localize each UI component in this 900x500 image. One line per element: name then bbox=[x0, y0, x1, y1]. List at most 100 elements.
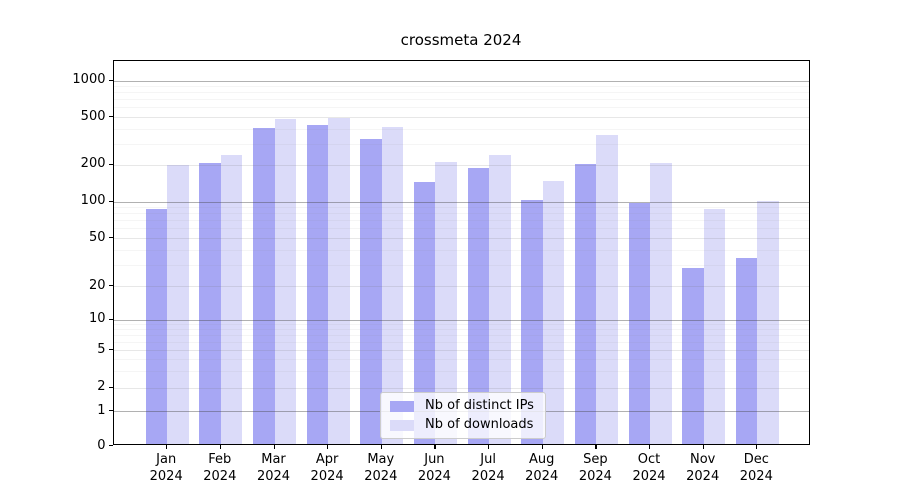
gridline-5 bbox=[113, 350, 809, 351]
gridline-2 bbox=[113, 387, 809, 389]
y-tick-label-5: 5 bbox=[97, 341, 106, 357]
bar-downloads-may bbox=[381, 126, 404, 444]
bar-distinct-ips-jul bbox=[467, 168, 490, 444]
legend-item: Nb of downloads bbox=[390, 418, 534, 432]
gridline-9 bbox=[113, 324, 809, 326]
x-tick-year: 2024 bbox=[364, 468, 398, 484]
gridline-900 bbox=[113, 86, 809, 87]
y-tick-label-50: 50 bbox=[88, 229, 106, 245]
gridline-200 bbox=[113, 164, 809, 166]
gridline-600 bbox=[113, 107, 809, 109]
x-tick-mark bbox=[488, 445, 490, 449]
x-tick-mark bbox=[649, 445, 651, 449]
y-tick-label-200: 200 bbox=[80, 156, 106, 171]
bar-distinct-ips-feb bbox=[199, 162, 221, 444]
x-tick-mark bbox=[702, 445, 704, 449]
x-tick-label-jan: Jan 2024 bbox=[136, 452, 196, 485]
gridline-100 bbox=[113, 201, 809, 203]
bar-distinct-ips-jun bbox=[414, 181, 436, 444]
legend-label: Nb of downloads bbox=[425, 417, 534, 432]
y-tick-label-1: 1 bbox=[97, 402, 106, 418]
gridline-60 bbox=[113, 228, 809, 230]
x-tick-year: 2024 bbox=[310, 468, 344, 484]
bar-distinct-ips-dec bbox=[735, 257, 758, 444]
legend: Nb of distinct IPs Nb of downloads bbox=[380, 392, 546, 439]
x-tick-label-may: May 2024 bbox=[351, 452, 411, 485]
gridline-70 bbox=[113, 220, 809, 222]
y-tick-mark bbox=[108, 410, 113, 412]
bar-distinct-ips-mar bbox=[253, 127, 275, 444]
y-tick-mark bbox=[108, 318, 113, 320]
bar-downloads-mar bbox=[274, 119, 296, 444]
bar-downloads-jun bbox=[435, 162, 457, 444]
bar-downloads-sep bbox=[596, 135, 618, 444]
y-tick-label-0: 0 bbox=[97, 437, 106, 453]
bar-distinct-ips-sep bbox=[574, 164, 597, 444]
legend-swatch-downloads bbox=[390, 419, 414, 431]
y-tick-mark bbox=[108, 445, 113, 447]
y-tick-mark bbox=[108, 200, 113, 202]
bar-distinct-ips-oct bbox=[628, 202, 651, 444]
gridline-7 bbox=[113, 335, 809, 337]
bar-downloads-jan bbox=[167, 164, 189, 444]
x-tick-mark bbox=[541, 445, 543, 449]
x-tick-label-apr: Apr 2024 bbox=[297, 452, 357, 485]
x-tick-year: 2024 bbox=[578, 468, 612, 484]
x-tick-label-feb: Feb 2024 bbox=[190, 452, 250, 485]
x-tick-mark bbox=[380, 445, 382, 449]
y-tick-mark bbox=[108, 349, 113, 351]
x-tick-label-aug: Aug 2024 bbox=[512, 452, 572, 485]
bar-distinct-ips-aug bbox=[521, 199, 543, 444]
x-tick-label-jun: Jun 2024 bbox=[404, 452, 464, 485]
bar-distinct-ips-apr bbox=[306, 124, 329, 444]
y-tick-label-10: 10 bbox=[88, 311, 106, 326]
gridline-90 bbox=[113, 207, 809, 208]
y-tick-label-2: 2 bbox=[97, 379, 106, 394]
x-tick-label-nov: Nov 2024 bbox=[673, 452, 733, 485]
x-tick-label-oct: Oct 2024 bbox=[619, 452, 679, 485]
y-tick-mark bbox=[108, 386, 113, 388]
gridline-8 bbox=[113, 329, 809, 331]
gridline-6 bbox=[113, 342, 809, 343]
x-tick-year: 2024 bbox=[417, 468, 451, 484]
y-tick-mark bbox=[108, 237, 113, 239]
bar-distinct-ips-nov bbox=[682, 268, 704, 444]
gridline-500 bbox=[113, 117, 809, 118]
x-tick-mark bbox=[219, 445, 221, 449]
y-tick-mark bbox=[108, 163, 113, 165]
x-tick-year: 2024 bbox=[686, 468, 720, 484]
gridline-20 bbox=[113, 286, 809, 287]
x-tick-label-mar: Mar 2024 bbox=[244, 452, 304, 485]
bar-downloads-aug bbox=[542, 180, 565, 444]
x-tick-label-sep: Sep 2024 bbox=[565, 452, 625, 485]
bar-downloads-nov bbox=[703, 209, 726, 444]
y-tick-mark bbox=[108, 116, 113, 118]
gridline-4 bbox=[113, 359, 809, 361]
y-tick-label-20: 20 bbox=[88, 277, 106, 293]
legend-label: Nb of distinct IPs bbox=[425, 398, 534, 413]
y-tick-label-1000: 1000 bbox=[72, 72, 106, 87]
y-tick-mark bbox=[108, 79, 113, 81]
gridline-300 bbox=[113, 143, 809, 145]
x-tick-year: 2024 bbox=[471, 468, 505, 484]
x-tick-year: 2024 bbox=[632, 468, 666, 484]
x-tick-mark bbox=[434, 445, 436, 449]
x-tick-label-dec: Dec 2024 bbox=[726, 452, 786, 485]
bar-downloads-feb bbox=[220, 154, 243, 444]
bar-downloads-jul bbox=[489, 155, 511, 444]
bar-downloads-apr bbox=[328, 117, 350, 444]
gridline-1000 bbox=[113, 80, 809, 82]
x-tick-mark bbox=[756, 445, 758, 449]
chart-title: crossmeta 2024 bbox=[400, 31, 522, 49]
x-tick-year: 2024 bbox=[525, 468, 559, 484]
x-tick-mark bbox=[595, 445, 597, 449]
bar-distinct-ips-jan bbox=[145, 208, 168, 444]
gridline-10 bbox=[113, 319, 809, 321]
x-tick-mark bbox=[166, 445, 168, 449]
y-tick-mark bbox=[108, 285, 113, 287]
gridline-40 bbox=[113, 249, 809, 251]
x-tick-year: 2024 bbox=[739, 468, 773, 484]
x-tick-year: 2024 bbox=[203, 468, 237, 484]
plot-area bbox=[112, 60, 810, 445]
